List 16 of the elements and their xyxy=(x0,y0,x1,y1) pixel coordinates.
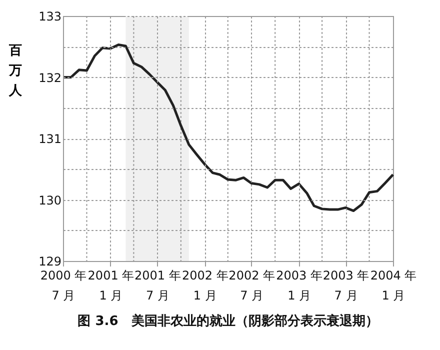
x-tick-label: 2004 年 1 月 xyxy=(370,268,417,302)
x-tick-label: 2003 年 1 月 xyxy=(276,268,323,302)
y-axis-title: 百万人 xyxy=(8,44,23,98)
y-tick-label: 132 xyxy=(38,70,62,85)
x-tick-label: 2002 年 7 月 xyxy=(228,268,276,302)
y-tick-label: 131 xyxy=(38,132,62,146)
x-tick-label: 2003 年 7 月 xyxy=(322,268,370,302)
x-tick-label: 2000 年 7 月 xyxy=(40,268,87,302)
line-series xyxy=(62,44,394,212)
x-tick-label: 2001 年 7 月 xyxy=(134,268,181,302)
y-tick-label: 130 xyxy=(38,193,62,208)
y-tick-label: 129 xyxy=(38,254,62,268)
x-tick-label: 2002 年 1 月 xyxy=(182,268,228,302)
y-tick-label: 133 xyxy=(38,10,62,24)
x-tick-label: 2001 年 1 月 xyxy=(88,268,134,302)
text: 图 3.6 美国非农业的就业（阴影部分表示衰退期） xyxy=(78,313,378,329)
